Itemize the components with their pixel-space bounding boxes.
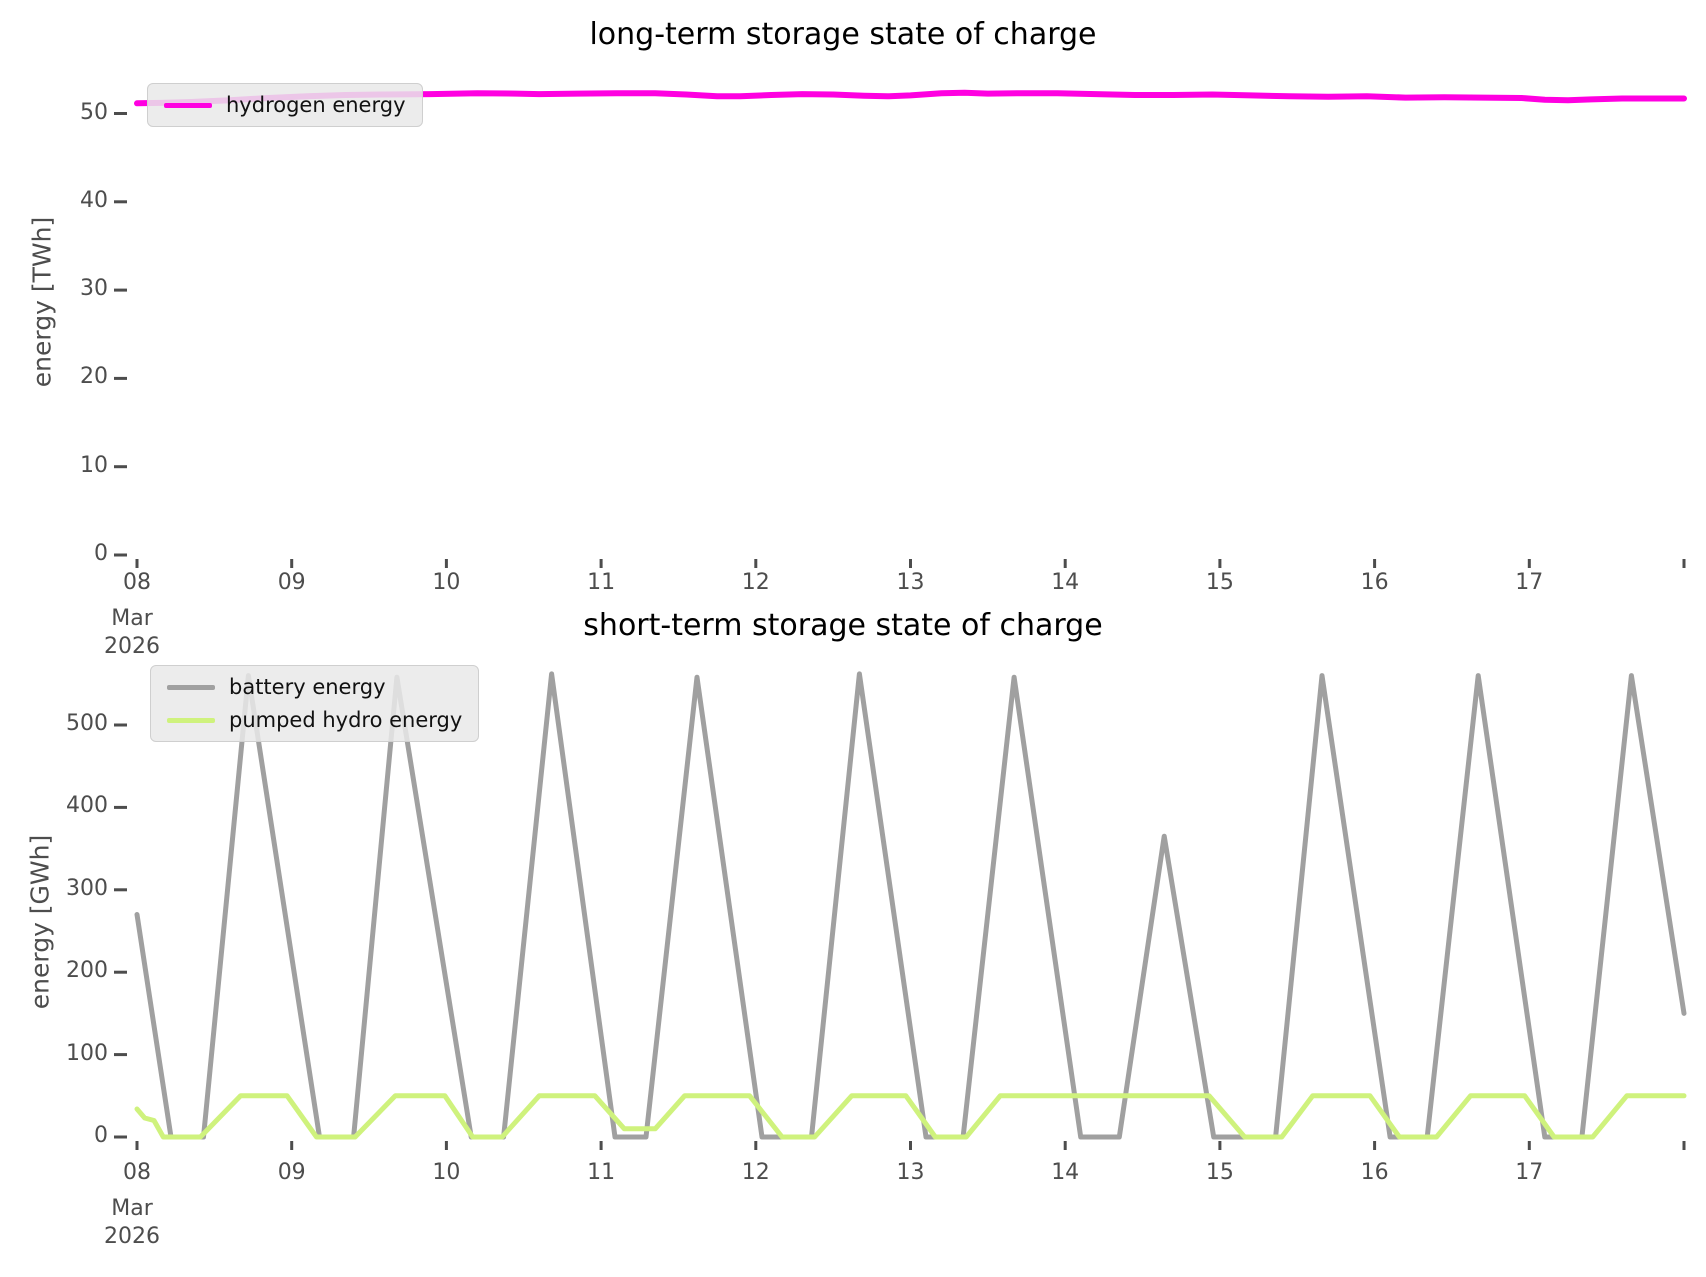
- long-term-chart-title: long-term storage state of charge: [589, 17, 1097, 52]
- y-tick-label: 300: [66, 875, 108, 901]
- y-tick-label: 0: [94, 1123, 108, 1148]
- y-tick-label: 100: [66, 1040, 108, 1066]
- legend-row-pumped-hydro: pumped hydro energy: [167, 708, 462, 732]
- short-term-chart-title: short-term storage state of charge: [583, 608, 1103, 643]
- x-tick-label: 15: [1205, 570, 1234, 595]
- long-term-y-axis-label: energy [TWh]: [27, 216, 57, 388]
- y-tick-label: 500: [66, 711, 108, 736]
- x-tick-label: 17: [1515, 1160, 1544, 1185]
- y-tick-label: 10: [80, 452, 108, 478]
- x-tick-label: 08: [123, 1160, 151, 1185]
- x-tick-label: 09: [277, 570, 306, 595]
- y-tick-label: 30: [80, 276, 108, 302]
- y-tick-label: 50: [80, 99, 108, 125]
- legend-label-pumped-hydro: pumped hydro energy: [229, 708, 463, 732]
- x-tick-label: 12: [741, 570, 770, 595]
- y-tick-label: 40: [80, 187, 108, 213]
- x-tick-label: 08: [123, 570, 151, 595]
- x-tick-label: 12: [741, 1160, 770, 1185]
- y-tick-label: 400: [66, 793, 108, 819]
- x-tick-label: 10: [432, 570, 461, 595]
- x-tick-label: 14: [1051, 570, 1080, 595]
- battery-line-swatch: [167, 684, 215, 690]
- legend-row-battery: battery energy: [167, 675, 462, 699]
- y-tick-label: 0: [94, 541, 108, 566]
- x-tick-label: 11: [587, 570, 616, 595]
- x-tick-label: 15: [1205, 1160, 1234, 1185]
- x-tick-label: 14: [1051, 1160, 1080, 1185]
- short-term-legend: battery energy pumped hydro energy: [150, 665, 480, 742]
- battery-energy-line: [134, 671, 1687, 1140]
- x-tick-label: 13: [896, 1160, 925, 1185]
- x-tick-label: 16: [1360, 1160, 1389, 1185]
- pumped-hydro-energy-line: [134, 1093, 1687, 1140]
- x-tick-label: 17: [1515, 570, 1544, 595]
- x-tick-sublabel: 2026: [104, 634, 160, 659]
- x-tick-label: 10: [432, 1160, 461, 1185]
- x-tick-label: 11: [587, 1160, 616, 1185]
- hydrogen-line-swatch: [164, 102, 212, 108]
- legend-label-hydrogen: hydrogen energy: [226, 93, 406, 117]
- legend-label-battery: battery energy: [229, 675, 386, 699]
- pumped-hydro-line-swatch: [167, 717, 215, 723]
- y-tick-label: 20: [80, 364, 108, 390]
- x-tick-sublabel: Mar: [111, 606, 153, 631]
- long-term-legend: hydrogen energy: [147, 83, 423, 127]
- y-tick-label: 200: [66, 958, 108, 984]
- x-tick-label: 16: [1360, 570, 1389, 595]
- x-tick-label: 13: [896, 570, 925, 595]
- x-tick-sublabel: 2026: [104, 1224, 160, 1249]
- legend-row-hydrogen: hydrogen energy: [164, 93, 406, 117]
- x-tick-sublabel: Mar: [111, 1196, 153, 1221]
- x-tick-label: 09: [277, 1160, 306, 1185]
